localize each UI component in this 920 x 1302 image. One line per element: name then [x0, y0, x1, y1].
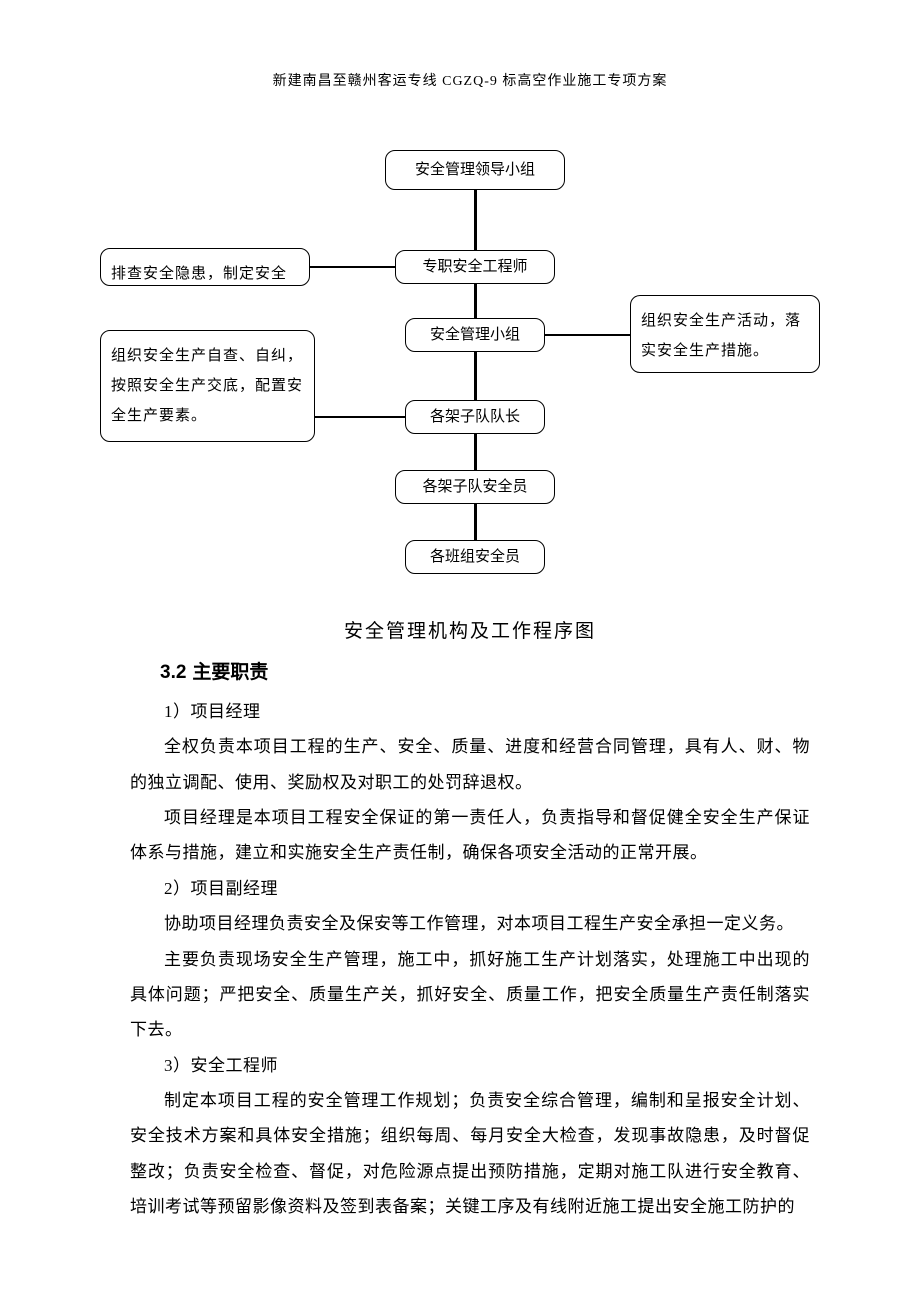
- connector: [474, 190, 477, 250]
- connector: [474, 434, 477, 470]
- paragraph: 2）项目副经理: [130, 871, 810, 906]
- org-node: 安全管理领导小组: [385, 150, 565, 190]
- connector: [545, 334, 630, 336]
- org-node: 各架子队队长: [405, 400, 545, 434]
- connector: [310, 266, 395, 268]
- connector: [315, 416, 405, 418]
- connector: [474, 504, 477, 540]
- section-title: 主要职责: [192, 662, 268, 683]
- page-header: 新建南昌至赣州客运专线 CGZQ-9 标高空作业施工专项方案: [130, 70, 810, 90]
- side-note-left-2: 组织安全生产自查、自纠，按照安全生产交底，配置安全生产要素。: [100, 330, 315, 442]
- paragraph: 项目经理是本项目工程安全保证的第一责任人，负责指导和督促健全安全生产保证体系与措…: [130, 800, 810, 871]
- connector: [474, 352, 477, 400]
- org-diagram: 排查安全隐患，制定安全 组织安全生产活动，落实安全生产措施。 组织安全生产自查、…: [130, 150, 810, 610]
- paragraph: 3）安全工程师: [130, 1048, 810, 1083]
- side-note-left-1: 排查安全隐患，制定安全: [100, 248, 310, 286]
- org-node: 各架子队安全员: [395, 470, 555, 504]
- connector: [474, 284, 477, 318]
- paragraph: 全权负责本项目工程的生产、安全、质量、进度和经营合同管理，具有人、财、物的独立调…: [130, 729, 810, 800]
- paragraph: 主要负责现场安全生产管理，施工中，抓好施工生产计划落实，处理施工中出现的具体问题…: [130, 942, 810, 1048]
- section-num: 3.2: [160, 662, 186, 683]
- body-text: 1）项目经理 全权负责本项目工程的生产、安全、质量、进度和经营合同管理，具有人、…: [130, 694, 810, 1224]
- org-node: 各班组安全员: [405, 540, 545, 574]
- paragraph: 协助项目经理负责安全及保安等工作管理，对本项目工程生产安全承担一定义务。: [130, 906, 810, 941]
- diagram-caption: 安全管理机构及工作程序图: [130, 616, 810, 643]
- paragraph: 1）项目经理: [130, 694, 810, 729]
- side-note-right-1: 组织安全生产活动，落实安全生产措施。: [630, 295, 820, 373]
- org-node: 安全管理小组: [405, 318, 545, 352]
- org-node: 专职安全工程师: [395, 250, 555, 284]
- paragraph: 制定本项目工程的安全管理工作规划；负责安全综合管理，编制和呈报安全计划、安全技术…: [130, 1083, 810, 1224]
- section-heading: 3.2 主要职责: [160, 657, 810, 684]
